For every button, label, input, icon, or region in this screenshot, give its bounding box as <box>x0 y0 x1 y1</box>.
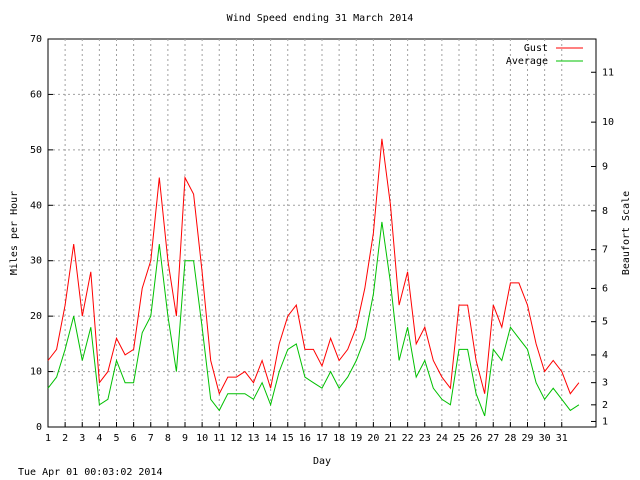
x-tick-label: 5 <box>113 433 119 444</box>
y-tick-label: 70 <box>30 34 42 45</box>
x-tick-label: 21 <box>384 433 396 444</box>
x-tick-label: 28 <box>504 433 516 444</box>
y2-tick-label: 10 <box>602 117 614 128</box>
chart-title: Wind Speed ending 31 March 2014 <box>227 13 414 24</box>
y-tick-label: 30 <box>30 256 42 267</box>
y2-tick-label: 1 <box>602 416 608 427</box>
plot-frame <box>47 38 597 428</box>
x-tick-label: 17 <box>316 433 328 444</box>
x-tick-label: 10 <box>196 433 208 444</box>
legend-label: Gust <box>524 43 548 54</box>
y-tick-label: 50 <box>30 145 42 156</box>
x-tick-label: 7 <box>148 433 154 444</box>
x-tick-label: 1 <box>45 433 51 444</box>
y2-tick-label: 2 <box>602 400 608 411</box>
y2-tick-label: 4 <box>602 350 608 361</box>
x-tick-label: 25 <box>453 433 465 444</box>
x-tick-label: 11 <box>213 433 225 444</box>
x-tick-label: 9 <box>182 433 188 444</box>
x-tick-label: 12 <box>230 433 242 444</box>
x-tick-label: 26 <box>470 433 482 444</box>
x-tick-label: 29 <box>521 433 533 444</box>
y-tick-label: 10 <box>30 367 42 378</box>
x-tick-label: 4 <box>96 433 102 444</box>
timestamp: Tue Apr 01 00:03:02 2014 <box>18 467 163 478</box>
y-tick-label: 20 <box>30 311 42 322</box>
x-tick-label: 13 <box>247 433 259 444</box>
x-tick-label: 15 <box>282 433 294 444</box>
series-line <box>47 221 580 417</box>
x-tick-label: 18 <box>333 433 345 444</box>
x-tick-label: 22 <box>402 433 414 444</box>
x-tick-label: 8 <box>165 433 171 444</box>
x-tick-label: 6 <box>131 433 137 444</box>
y2-axis-label: Beaufort Scale <box>621 191 632 275</box>
y-axis-label: Miles per Hour <box>9 191 20 275</box>
x-tick-label: 16 <box>299 433 311 444</box>
legend-label: Average <box>506 56 548 67</box>
x-tick-label: 27 <box>487 433 499 444</box>
y2-tick-label: 11 <box>602 67 614 78</box>
x-tick-label: 23 <box>419 433 431 444</box>
x-axis-label: Day <box>313 456 331 467</box>
y2-tick-label: 6 <box>602 283 608 294</box>
x-tick-label: 2 <box>62 433 68 444</box>
y2-tick-label: 9 <box>602 161 608 172</box>
x-tick-label: 24 <box>436 433 448 444</box>
y-tick-label: 40 <box>30 200 42 211</box>
x-tick-label: 30 <box>539 433 551 444</box>
x-tick-label: 3 <box>79 433 85 444</box>
x-tick-label: 19 <box>350 433 362 444</box>
y2-tick-label: 3 <box>602 378 608 389</box>
y2-tick-label: 7 <box>602 245 608 256</box>
y-tick-label: 60 <box>30 89 42 100</box>
y-tick-label: 0 <box>36 422 42 433</box>
y2-tick-label: 8 <box>602 206 608 217</box>
x-tick-label: 20 <box>367 433 379 444</box>
x-tick-label: 31 <box>556 433 568 444</box>
y2-tick-label: 5 <box>602 317 608 328</box>
series-line <box>47 138 580 396</box>
x-tick-label: 14 <box>265 433 277 444</box>
